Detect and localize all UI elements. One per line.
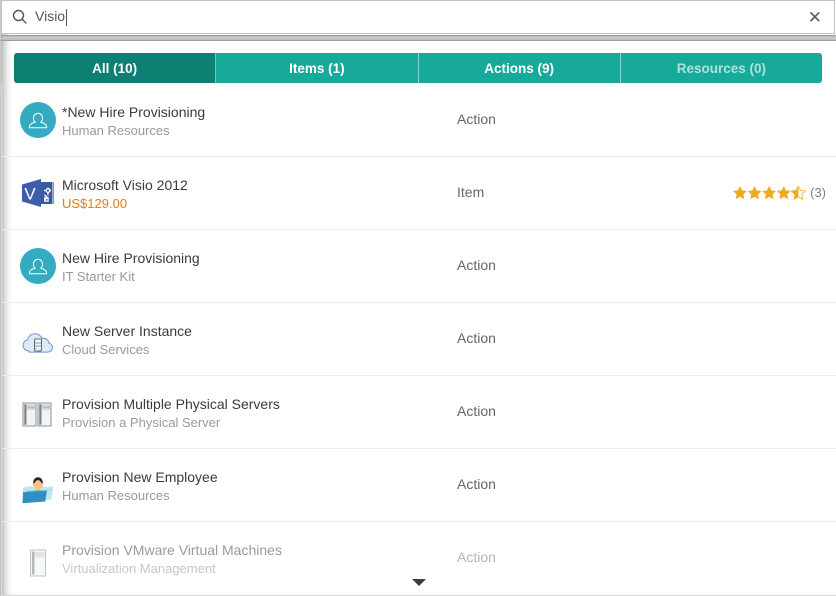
svg-text:V: V <box>24 185 36 204</box>
